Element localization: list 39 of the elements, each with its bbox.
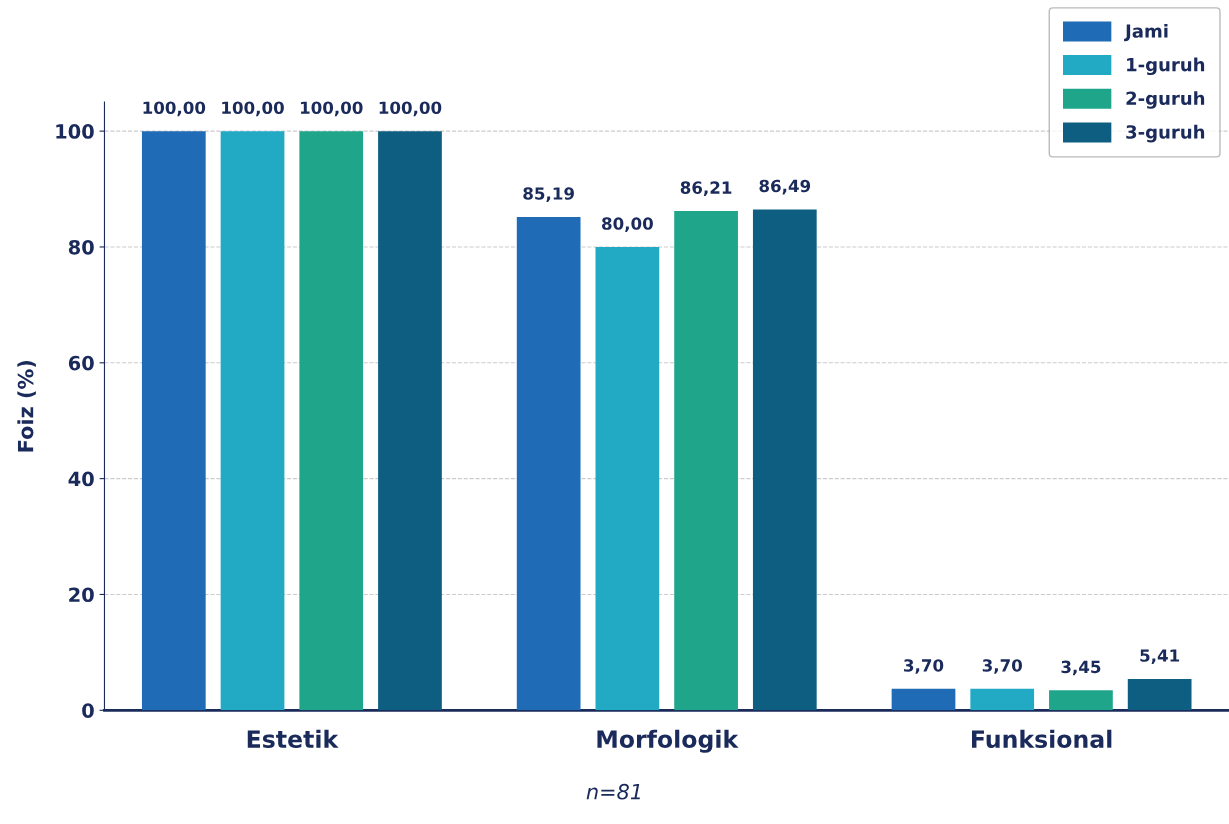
x-tick-label: Estetik [247,729,339,749]
data-label: 100,00 [300,101,363,117]
y-tick-label: 40 [68,471,94,487]
x-tick-label: Funksional [972,729,1112,749]
bar [1127,678,1192,711]
legend-label: Jami [1124,23,1168,42]
y-tick-label: 60 [68,355,94,371]
bar [595,246,660,711]
data-label: 85,19 [523,187,574,202]
bar [299,131,364,711]
bar [752,209,817,711]
data-label: 3,70 [982,659,1022,674]
bar [141,131,206,711]
data-label: 3,70 [904,659,944,674]
bar [220,131,285,711]
legend-label: 1-guruh [1127,57,1205,76]
y-tick-label: 0 [82,703,94,718]
data-label: 100,00 [143,101,206,117]
data-label: 100,00 [222,101,284,117]
data-label: 86,21 [680,181,732,197]
bar [1049,690,1113,711]
bar [970,688,1035,711]
data-label: 100,00 [379,101,442,117]
y-tick-label: 80 [68,239,94,255]
x-tick-label: Morfologik [597,729,739,753]
data-label: 3,45 [1061,660,1101,676]
data-label: 86,49 [759,179,811,195]
bar [891,688,956,711]
y-tick-label: 100 [56,124,94,139]
bar [516,216,581,711]
y-tick-label: 20 [69,587,94,603]
bar [378,131,442,711]
text: n=81 [586,783,640,800]
data-label: 80,00 [602,217,653,232]
legend-label: 3-guruh [1126,124,1205,143]
bar [674,211,738,711]
legend-label: 2-guruh [1126,91,1205,109]
data-label: 5,41 [1140,649,1180,664]
y-axis-title: Foiz (%) [17,360,36,452]
